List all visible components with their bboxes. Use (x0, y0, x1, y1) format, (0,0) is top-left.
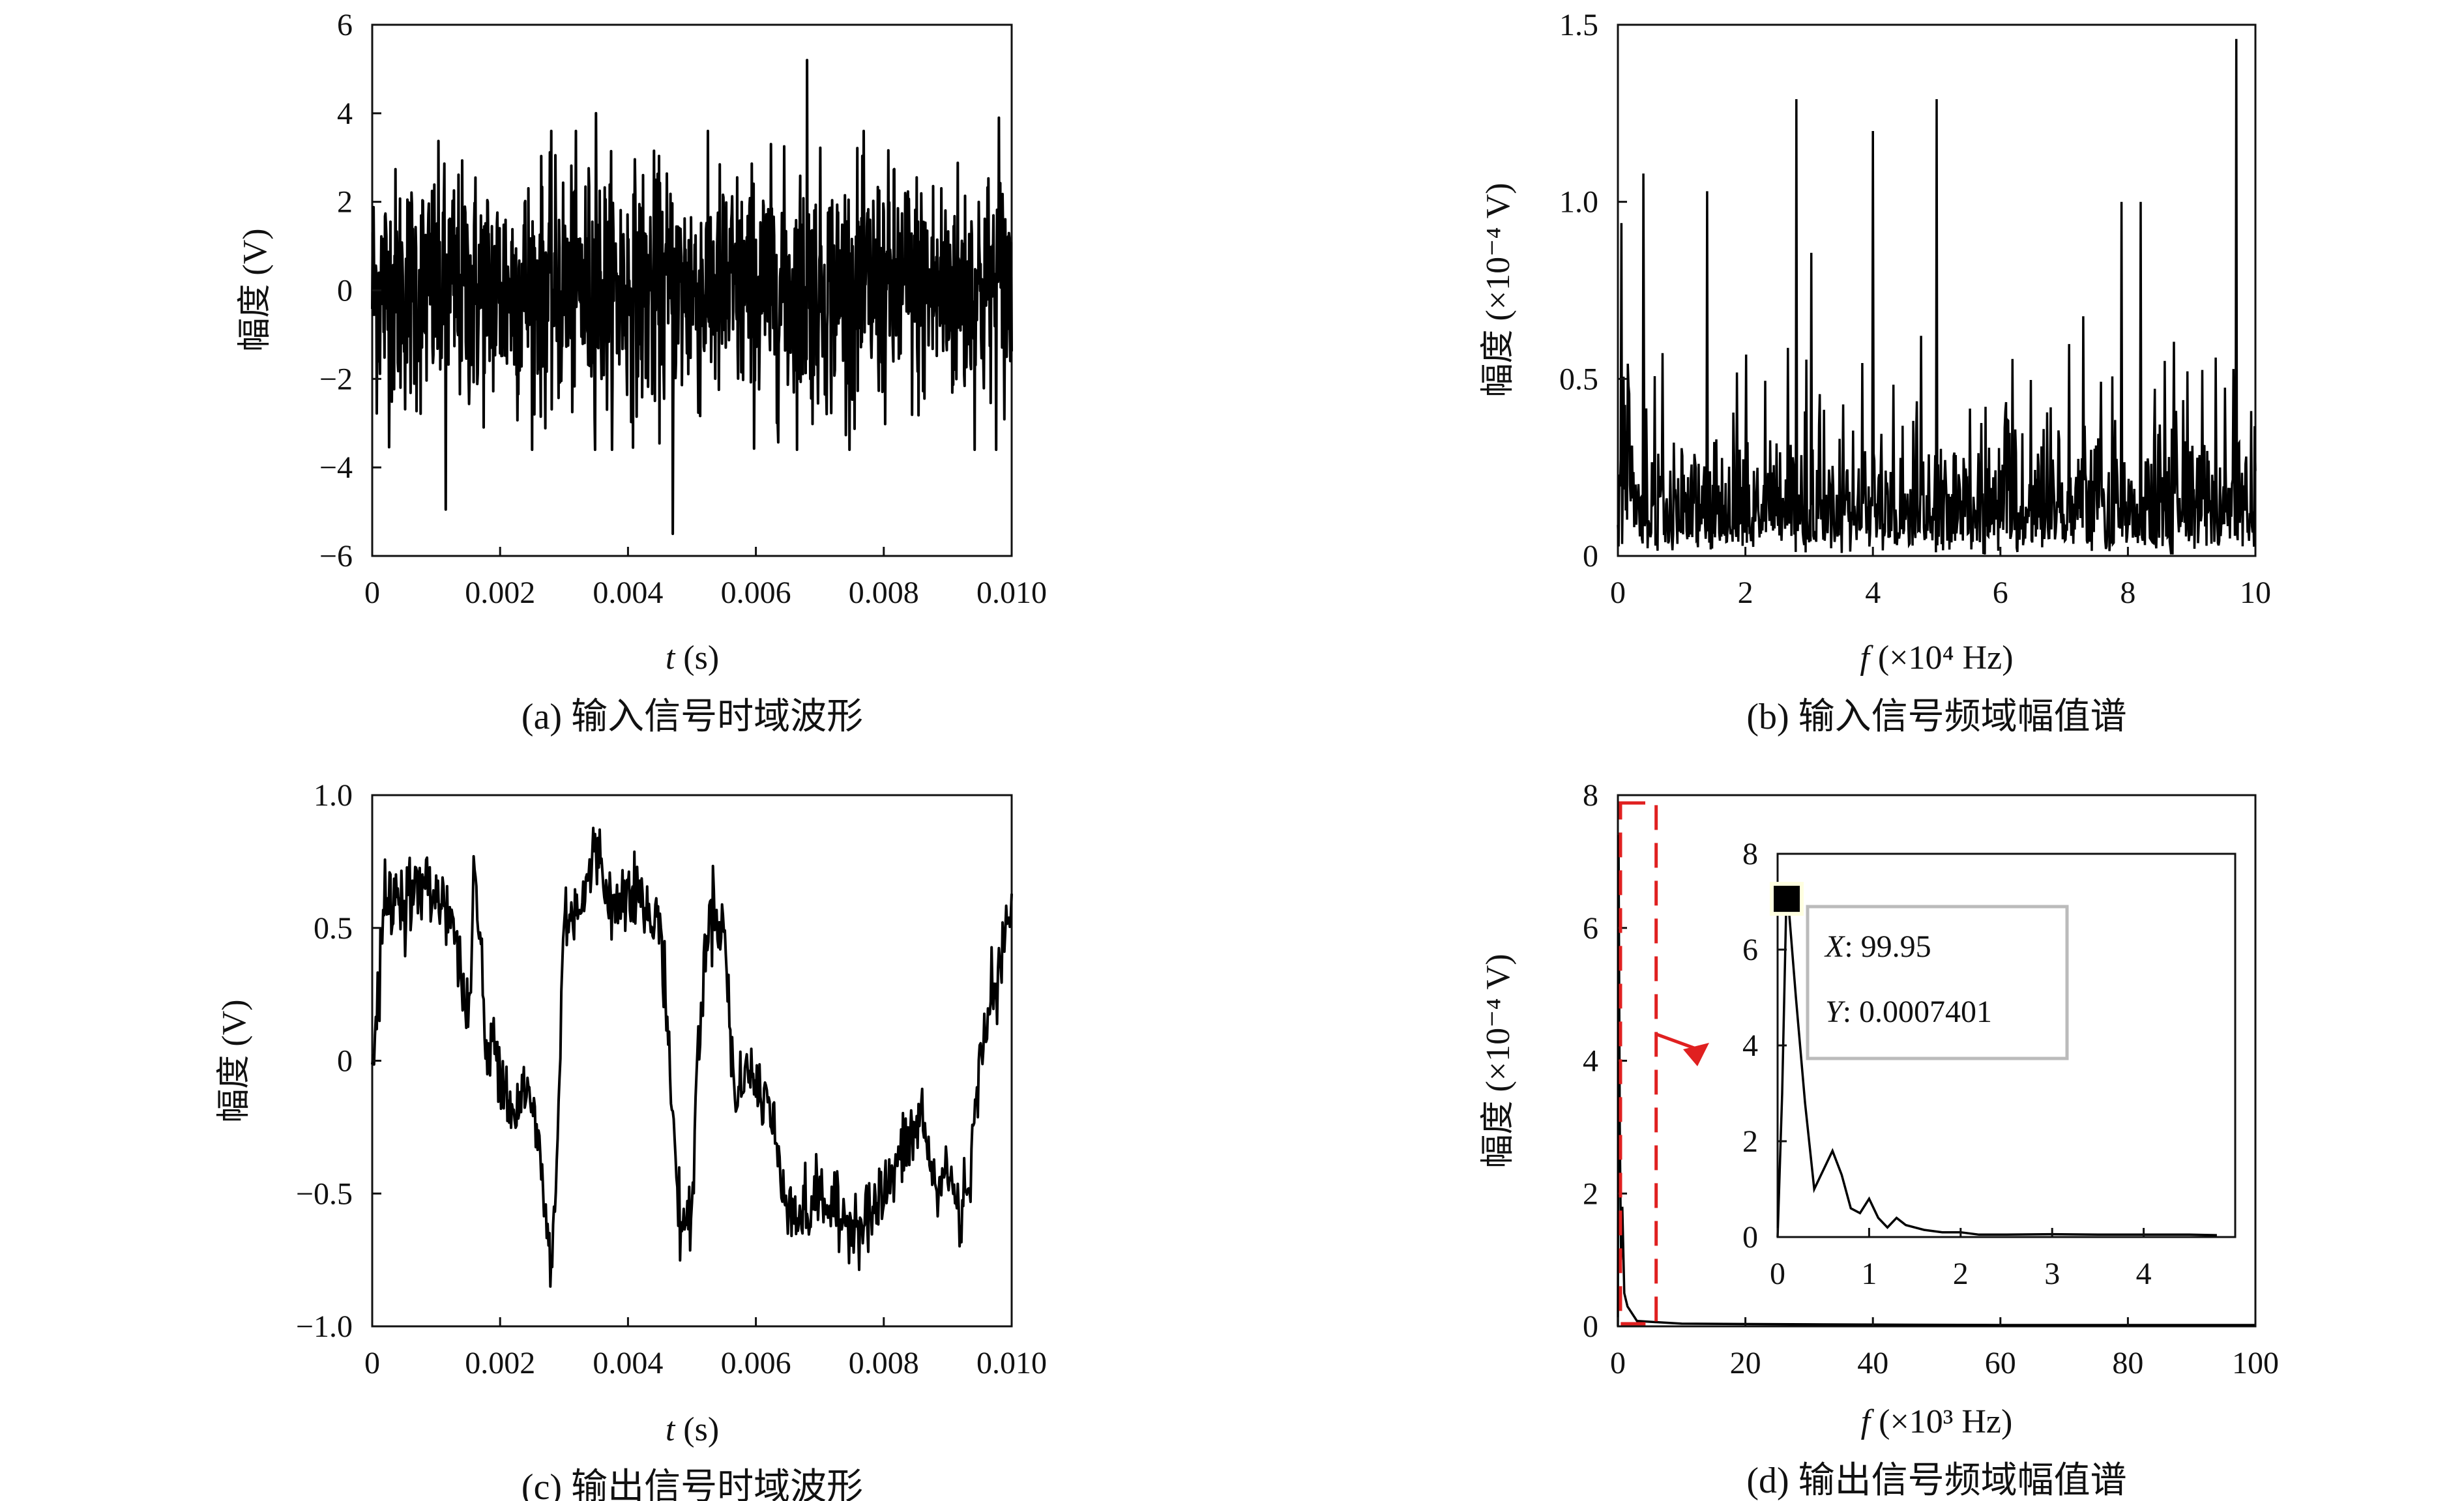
panel-b-ticks: 0 2 4 6 8 10 0 0.5 1.0 1.5 (1559, 8, 2271, 610)
inset-xtick-label: 1 (1861, 1257, 1877, 1291)
panel-a-ytick-label: −6 (319, 539, 353, 574)
panel-d-xtick-label: 0 (1610, 1346, 1626, 1380)
zoom-arrow (1655, 1032, 1709, 1066)
inset-ytick-label: 2 (1742, 1124, 1758, 1159)
panel-a-xtick-label: 0 (364, 576, 380, 610)
panel-a-xtick-label: 0.004 (593, 576, 663, 610)
datatip-y-text: Y: 0.0007401 (1825, 995, 1992, 1029)
panel-a-ytick-label: −4 (319, 450, 353, 485)
panel-d-ytick-label: 4 (1583, 1044, 1598, 1079)
panel-b-frame (1617, 23, 2257, 557)
panel-c-frame (371, 794, 1013, 1328)
panel-d-ylabel: 幅度 (×10⁻⁴ V) (1480, 954, 1517, 1168)
panel-b-spectrum-group (1617, 38, 2257, 555)
panel-c-signal-group (371, 826, 1013, 1288)
panel-a-ytick-label: 4 (337, 96, 353, 131)
panel-d-xtick-label: 20 (1730, 1346, 1761, 1380)
inset-series-group (1776, 882, 2217, 1238)
panel-d-ytick-label: 6 (1583, 911, 1598, 946)
panel-c-xtick-label: 0.004 (593, 1346, 663, 1380)
panel-a-signal-line (371, 59, 1013, 535)
panel-b-ytick-label: 1.5 (1559, 8, 1598, 42)
datatip-box[interactable]: X: 99.95 Y: 0.0007401 (1806, 905, 2069, 1060)
inset-spectrum-line (1776, 882, 2217, 1238)
inset-plot: 0 1 2 3 4 0 2 4 6 8 X: 99.95 Y: 0.0007401 (1742, 837, 2237, 1291)
panel-c-ytick-label: −0.5 (296, 1176, 353, 1211)
panel-c-ylabel: 幅度 (V) (216, 999, 253, 1122)
inset-ytick-label: 0 (1742, 1220, 1758, 1255)
panel-c-xtick-label: 0.008 (849, 1346, 919, 1380)
inset-xtick-label: 2 (1953, 1257, 1969, 1291)
inset-ticks: 0 1 2 3 4 0 2 4 6 8 (1742, 837, 2152, 1291)
panel-a-caption: (a) 输入信号时域波形 (521, 697, 863, 737)
datatip-marker[interactable] (1770, 882, 1804, 916)
panel-b-xtick-label: 10 (2240, 576, 2271, 610)
zoom-arrow-head (1683, 1043, 1709, 1066)
panel-d-ytick-label: 2 (1583, 1176, 1598, 1211)
panel-c-xtick-label: 0 (364, 1346, 380, 1380)
panel-b-xlabel: f (×10⁴ Hz) (1860, 639, 2013, 677)
panel-b-ytick-label: 0.5 (1559, 362, 1598, 396)
panel-a-xtick-label: 0.002 (465, 576, 535, 610)
panel-d-xtick-label: 80 (2112, 1346, 2143, 1380)
panel-b-caption: (b) 输入信号频域幅值谱 (1746, 697, 2126, 737)
panel-c-ytick-label: 1.0 (314, 778, 353, 813)
panel-b-xtick-label: 0 (1610, 576, 1626, 610)
inset-xtick-label: 4 (2136, 1257, 2152, 1291)
panel-a-ytick-label: 2 (337, 185, 353, 220)
panel-c: 0 0.002 0.004 0.006 0.008 0.010 −1.0 −0.5 0 0.5 1.… (216, 778, 1047, 1501)
panel-b: 0 2 4 6 8 10 0 0.5 1.0 1.5 f (×10⁴ Hz) 幅度 (×10⁻⁴ … (1480, 8, 2271, 737)
panel-c-ytick-label: 0.5 (314, 911, 353, 946)
panel-a-ylabel: 幅度 (V) (237, 228, 274, 351)
panel-a-xtick-label: 0.008 (849, 576, 919, 610)
panel-b-spectrum-line (1617, 38, 2257, 555)
panel-d-xtick-label: 100 (2232, 1346, 2279, 1380)
panel-d-ytick-label: 0 (1583, 1309, 1598, 1344)
panel-c-caption: (c) 输出信号时域波形 (521, 1467, 863, 1501)
panel-c-xtick-label: 0.010 (976, 1346, 1047, 1380)
inset-xtick-label: 3 (2044, 1257, 2060, 1291)
panel-a-ytick-label: 0 (337, 274, 353, 308)
panel-d-xtick-label: 60 (1985, 1346, 2016, 1380)
panel-c-xtick-label: 0.006 (721, 1346, 791, 1380)
zoom-region-box (1619, 801, 1658, 1326)
panel-d-ytick-label: 8 (1583, 778, 1598, 813)
panel-b-ylabel: 幅度 (×10⁻⁴ V) (1480, 182, 1517, 397)
panel-b-xtick-label: 6 (1993, 576, 2008, 610)
panel-c-ytick-label: 0 (337, 1044, 353, 1079)
panel-c-ticks: 0 0.002 0.004 0.006 0.008 0.010 −1.0 −0.5 0 0.5 1.… (296, 778, 1047, 1380)
panel-d-xtick-label: 40 (1857, 1346, 1888, 1380)
panel-b-ytick-label: 0 (1583, 539, 1598, 574)
panel-c-ytick-label: −1.0 (296, 1309, 353, 1344)
panel-a-xtick-label: 0.006 (721, 576, 791, 610)
inset-xtick-label: 0 (1770, 1257, 1785, 1291)
datatip-background (1806, 905, 2069, 1060)
panel-a-signal-group (371, 59, 1013, 535)
panel-b-ytick-label: 1.0 (1559, 185, 1598, 220)
datatip-x-text: X: 99.95 (1824, 929, 1931, 964)
panel-a-xtick-label: 0.010 (976, 576, 1047, 610)
panel-a-xlabel: t (s) (666, 639, 719, 677)
panel-a-ytick-label: −2 (319, 362, 353, 396)
inset-ytick-label: 4 (1742, 1028, 1758, 1063)
panel-c-xtick-label: 0.002 (465, 1346, 535, 1380)
panel-b-xtick-label: 4 (1865, 576, 1881, 610)
panel-a-ticks: 0 0.002 0.004 0.006 0.008 0.010 −6 −4 −2 0 2 4 6 (319, 8, 1047, 610)
panel-d-xlabel: f (×10³ Hz) (1861, 1403, 2013, 1440)
panel-c-xlabel: t (s) (666, 1411, 719, 1448)
panel-b-xtick-label: 2 (1738, 576, 1753, 610)
panel-b-xtick-label: 8 (2120, 576, 2135, 610)
panel-a-ytick-label: 6 (337, 8, 353, 42)
panel-d-caption: (d) 输出信号频域幅值谱 (1746, 1461, 2126, 1501)
inset-ytick-label: 6 (1742, 933, 1758, 967)
panel-c-signal-line (371, 826, 1013, 1288)
inset-ytick-label: 8 (1742, 837, 1758, 871)
panel-a: 0 0.002 0.004 0.006 0.008 0.010 −6 −4 −2 0 2 4 6 t (… (237, 8, 1047, 737)
